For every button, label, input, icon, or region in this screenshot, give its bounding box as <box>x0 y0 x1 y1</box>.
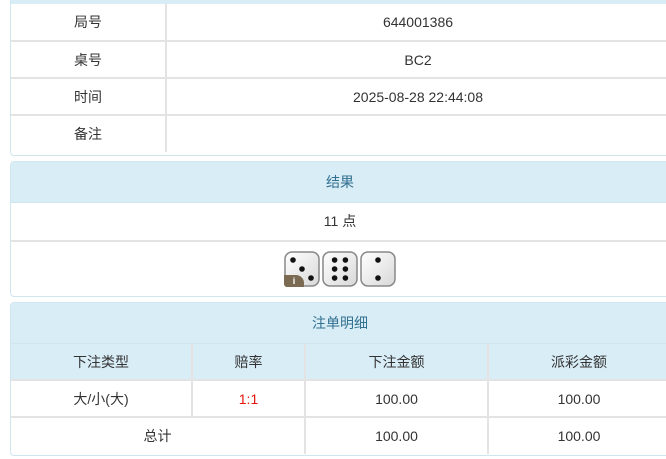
row-time: 时间 2025-08-28 22:44:08 <box>11 77 666 115</box>
info-table: 局号 644001386 桌号 BC2 时间 2025-08-28 22:44:08 … <box>11 4 666 152</box>
total-payout: 100.00 <box>487 416 666 454</box>
total-amount: 100.00 <box>304 416 488 454</box>
info-icon[interactable]: i <box>284 275 304 287</box>
label: 桌号 <box>11 40 166 78</box>
result-points: 11 点 <box>323 213 357 229</box>
result-title: 结果 <box>11 162 666 203</box>
row-table: 桌号 BC2 <box>11 40 666 78</box>
value: 644001386 <box>165 4 666 41</box>
bets-header-row: 下注类型 赔率 下注金额 派彩金额 <box>11 344 666 380</box>
value <box>165 114 666 152</box>
bet-amount: 100.00 <box>304 379 488 417</box>
label: 备注 <box>11 114 166 152</box>
info-panel: 局号 644001386 桌号 BC2 时间 2025-08-28 22:44:08 … <box>10 0 666 156</box>
bet-payout: 100.00 <box>487 379 666 417</box>
result-panel: 结果 11 点 i <box>10 161 666 297</box>
total-label: 总计 <box>11 416 305 454</box>
bets-title: 注单明细 <box>11 303 666 344</box>
dice-row: i <box>11 240 666 295</box>
col-odds: 赔率 <box>191 344 305 380</box>
bet-odds: 1:1 <box>191 379 305 417</box>
bets-panel: 注单明细 下注类型 赔率 下注金额 派彩金额 大/小(大) 1:1 100.00… <box>10 302 666 456</box>
bet-type: 大/小(大) <box>11 379 192 417</box>
col-payout: 派彩金额 <box>487 344 666 380</box>
label: 时间 <box>11 77 166 115</box>
die-3: i <box>284 251 320 287</box>
total-row: 总计 100.00 100.00 <box>11 416 666 454</box>
die-2 <box>360 251 396 287</box>
col-type: 下注类型 <box>11 344 192 380</box>
bets-table: 下注类型 赔率 下注金额 派彩金额 大/小(大) 1:1 100.00 100.… <box>11 344 666 454</box>
value: BC2 <box>165 40 666 78</box>
label: 局号 <box>74 14 102 30</box>
table-row: 大/小(大) 1:1 100.00 100.00 <box>11 379 666 417</box>
value: 2025-08-28 22:44:08 <box>165 77 666 115</box>
col-amount: 下注金额 <box>304 344 488 380</box>
die-6 <box>322 251 358 287</box>
row-round: 局号 644001386 <box>11 4 666 41</box>
row-remark: 备注 <box>11 114 666 152</box>
